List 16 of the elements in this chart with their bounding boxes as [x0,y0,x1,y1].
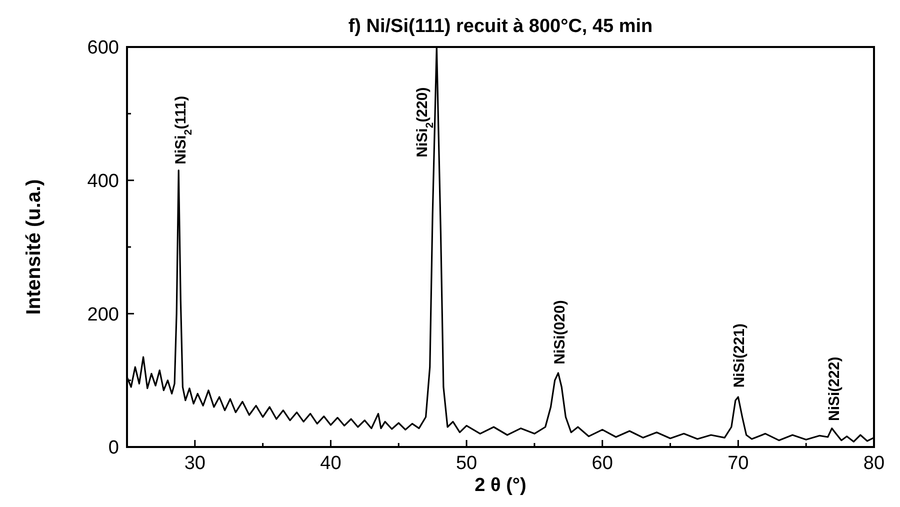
y-axis-title: Intensité (u.a.) [23,179,45,315]
y-tick-label: 0 [108,438,119,459]
annotation: NiSi(020) [552,300,569,364]
x-tick-label: 50 [456,453,478,474]
x-axis-title: 2 θ (°) [474,475,526,496]
annotation: NiSi(222) [826,356,843,421]
y-tick-label: 400 [87,170,119,192]
chart-title: f) Ni/Si(111) recuit à 800°C, 45 min [348,16,653,37]
x-tick-label: 80 [863,453,885,474]
x-tick-label: 70 [728,453,749,474]
x-tick-label: 30 [184,453,206,474]
y-tick-label: 200 [87,304,119,326]
x-tick-label: 60 [592,453,613,474]
x-tick-label: 40 [320,453,342,474]
y-tick-label: 600 [87,38,119,59]
annotation: NiSi(221) [730,323,748,388]
